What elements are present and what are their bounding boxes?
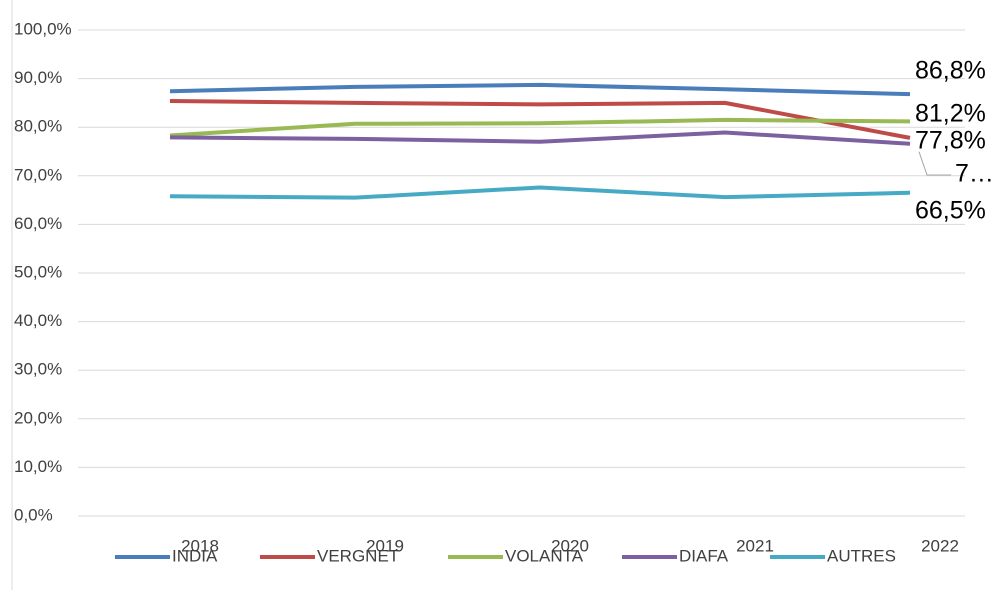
x-tick-label: 2022 (921, 536, 959, 555)
data-label: 77,8% (915, 127, 986, 155)
y-tick-label: 50,0% (14, 262, 62, 281)
data-label: 66,5% (915, 197, 986, 225)
legend-label: INDIA (172, 546, 218, 565)
x-tick-label: 2019 (366, 536, 404, 555)
series-line (169, 117, 911, 138)
legend-label: DIAFA (679, 546, 729, 565)
legend-label: VOLANTA (505, 546, 584, 565)
x-tick-label: 2020 (551, 536, 589, 555)
series-line (169, 98, 911, 140)
y-tick-label: 90,0% (14, 68, 62, 87)
y-tick-label: 100,0% (14, 19, 72, 38)
x-tick-label: 2018 (181, 536, 219, 555)
y-tick-label: 20,0% (14, 408, 62, 427)
series-line (169, 82, 911, 97)
data-label: 86,8% (915, 57, 986, 85)
data-label: 81,2% (915, 100, 986, 128)
y-tick-label: 80,0% (14, 117, 62, 136)
series-line (169, 130, 911, 146)
data-label: 7… (955, 160, 994, 188)
x-tick-label: 2021 (736, 536, 774, 555)
y-tick-label: 40,0% (14, 311, 62, 330)
leader-line (918, 151, 951, 176)
y-tick-label: 0,0% (14, 505, 53, 524)
legend-label: AUTRES (827, 546, 896, 565)
legend-label: VERGNET (317, 546, 399, 565)
y-tick-label: 30,0% (14, 360, 62, 379)
y-tick-label: 70,0% (14, 165, 62, 184)
series-line (169, 185, 911, 200)
y-tick-label: 10,0% (14, 457, 62, 476)
y-tick-label: 60,0% (14, 214, 62, 233)
